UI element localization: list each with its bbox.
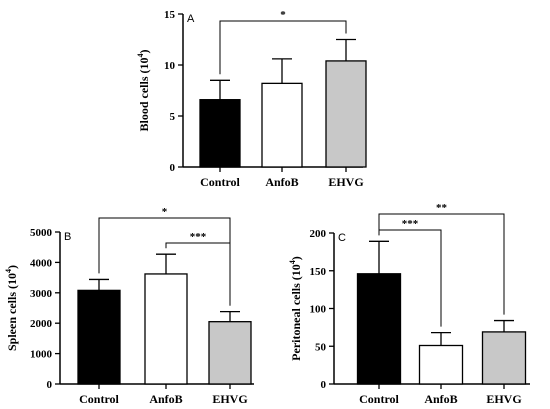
y-axis-label-close: )	[137, 50, 151, 54]
bar	[356, 273, 402, 385]
y-tick-label: 0	[170, 162, 176, 174]
y-axis-label-text: Blood cells (10	[137, 58, 151, 132]
panel-letter: A	[187, 13, 195, 25]
bar	[481, 331, 527, 385]
y-axis-label: Spleen cells (104)	[4, 265, 19, 351]
y-tick-label: 200	[310, 228, 327, 240]
category-label: AnfoB	[149, 392, 182, 406]
bar	[77, 289, 121, 385]
panel-a: 0 5 10 15 Control AnfoB EHVG * A Blood cells (104…	[136, 9, 367, 189]
y-axis-label-text: Peritoneal cells (10	[289, 264, 303, 361]
category-label: EHVG	[212, 392, 247, 406]
y-axis-label-superscript: 4	[288, 260, 297, 264]
y-tick-label: 15	[164, 9, 176, 21]
y-axis-label: Blood cells (104)	[136, 50, 151, 132]
y-tick-label: 50	[315, 341, 327, 353]
category-label: Control	[79, 392, 119, 406]
bar	[208, 321, 252, 385]
y-axis-label-text: Spleen cells (10	[5, 273, 19, 351]
category-label: EHVG	[328, 175, 363, 189]
y-axis-label: Peritoneal cells (104)	[288, 256, 303, 361]
panel-letter: B	[64, 231, 71, 243]
y-tick-label: 150	[310, 266, 327, 278]
y-tick-label: 0	[321, 379, 327, 391]
y-axis-label-superscript: 4	[136, 54, 145, 58]
significance-bracket	[165, 242, 231, 306]
significance-label: ***	[190, 231, 207, 243]
y-tick-label: 2000	[30, 318, 53, 330]
significance-label: *	[162, 206, 168, 218]
y-tick-label: 100	[310, 304, 327, 316]
bar	[261, 82, 303, 168]
significance-bracket	[219, 20, 347, 75]
category-label: EHVG	[486, 392, 521, 406]
y-axis-label-close: )	[5, 265, 19, 269]
bar	[418, 344, 464, 385]
significance-bracket	[378, 213, 505, 315]
y-tick-label: 0	[47, 379, 53, 391]
category-label: Control	[200, 175, 240, 189]
category-label: AnfoB	[424, 392, 457, 406]
y-tick-label: 1000	[30, 349, 53, 361]
y-tick-label: 5000	[30, 227, 53, 239]
bar	[144, 273, 188, 385]
y-tick-label: 5	[170, 111, 176, 123]
category-label: Control	[359, 392, 399, 406]
y-axis-label-close: )	[289, 256, 303, 260]
y-tick-label: 4000	[30, 257, 53, 269]
y-tick-label: 10	[164, 60, 176, 72]
category-label: AnfoB	[265, 175, 298, 189]
bar	[199, 99, 241, 168]
panel-letter: C	[338, 232, 346, 244]
significance-label: **	[436, 202, 448, 214]
significance-label: ***	[402, 218, 419, 230]
bar	[325, 60, 367, 168]
y-axis-label-superscript: 4	[4, 269, 13, 273]
y-tick-label: 3000	[30, 288, 53, 300]
significance-label: *	[280, 9, 286, 21]
